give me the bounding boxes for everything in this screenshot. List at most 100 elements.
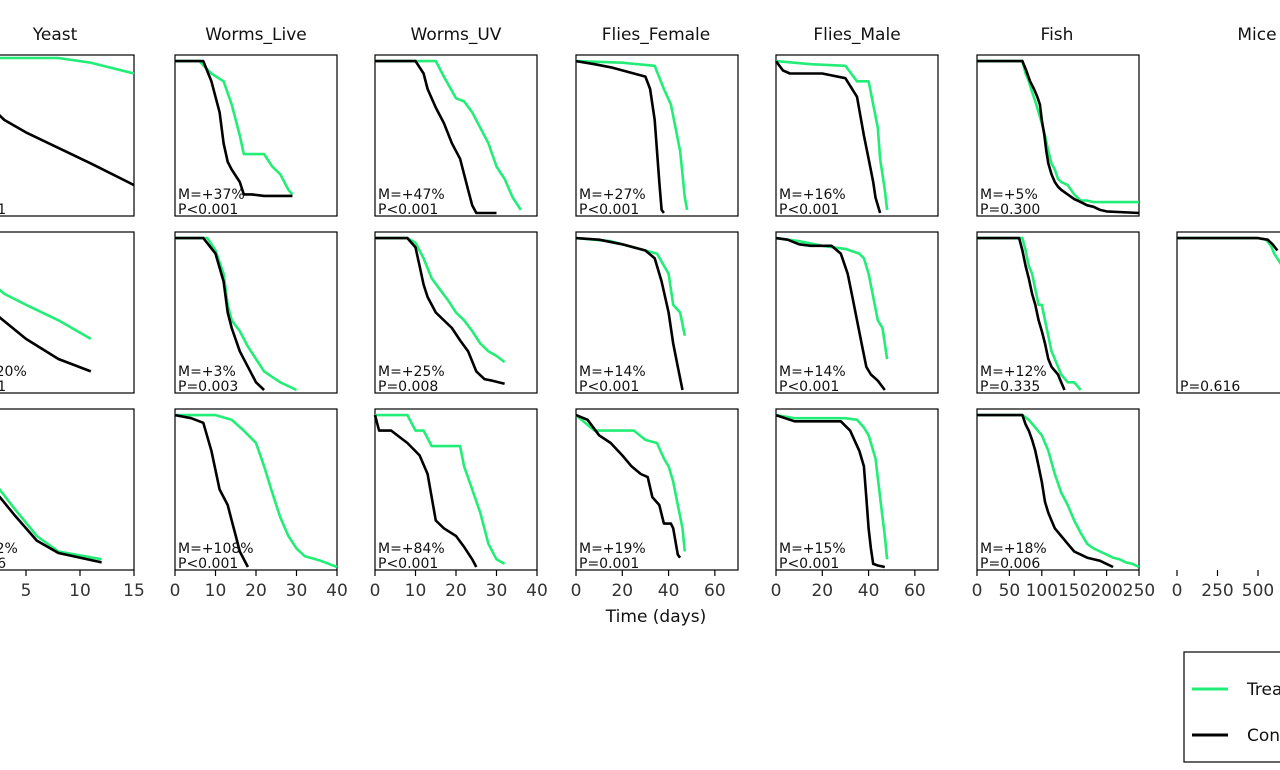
panel-frame-yeast-r2 (0, 408, 135, 571)
panel-frame-yeast-r0 (0, 54, 135, 217)
control-curve-flies-male-r1 (775, 236, 886, 391)
annotation-p-flies-female-r0: P<0.001 (579, 202, 639, 218)
treated-curve-flies-male-r1 (775, 236, 889, 360)
annotation-p-worms-uv-r0: P<0.001 (378, 202, 438, 218)
legend-box (1183, 651, 1280, 763)
control-curve-flies-male-r2 (775, 413, 886, 569)
x-tick-label-fish-50: 50 (999, 581, 1021, 601)
x-tick-label-fish-250: 250 (1123, 581, 1155, 601)
panel-frame-fish-r2 (976, 408, 1140, 571)
x-tick-label-worms_uv-20: 20 (445, 581, 467, 601)
annotation-m-flies-female-r1: M=+14% (579, 364, 646, 380)
annotation-p-flies-male-r0: P<0.001 (779, 202, 839, 218)
panel-frame-worms-live-r1 (174, 231, 338, 394)
legend-label-control: Con (1247, 726, 1280, 746)
x-tick-label-mice-500: 500 (1242, 581, 1274, 601)
x-tick-label-mice-0: 0 (1172, 581, 1183, 601)
annotation-m-flies-male-r1: M=+14% (779, 364, 846, 380)
x-tick-label-fish-150: 150 (1058, 581, 1090, 601)
treated-curve-fish-r2 (977, 413, 1140, 569)
annotation-p-fish-r1: P=0.335 (980, 379, 1040, 395)
annotation-p-fish-r0: P=0.300 (980, 202, 1040, 218)
column-title-yeast: Yeast (32, 25, 78, 45)
x-tick-label-worms_uv-30: 30 (486, 581, 508, 601)
annotation-m-flies-female-r0: M=+27% (579, 187, 646, 203)
treated-curve-fish-r0 (977, 59, 1139, 204)
column-title-flies-male: Flies_Male (813, 25, 900, 45)
control-curve-worms-uv-r1 (375, 236, 505, 386)
column-title-flies-female: Flies_Female (602, 25, 711, 45)
annotation-m-worms-live-r1: M=+3% (178, 364, 236, 380)
treated-curve-worms-uv-r0 (375, 59, 522, 211)
column-title-worms-uv: Worms_UV (411, 25, 502, 45)
column-title-fish: Fish (1041, 25, 1074, 45)
x-tick-label-worms_live-20: 20 (245, 581, 267, 601)
annotation-p-worms-uv-r2: P<0.001 (378, 556, 438, 572)
annotation-p-worms-uv-r1: P=0.008 (378, 379, 438, 395)
x-tick-label-flies_male-60: 60 (904, 581, 926, 601)
legend-label-treated: Trea (1246, 680, 1280, 700)
x-tick-label-fish-100: 100 (1026, 581, 1058, 601)
annotation-m-worms-live-r0: M=+37% (178, 187, 245, 203)
annotation-p-flies-male-r1: P<0.001 (779, 379, 839, 395)
treated-curve-worms-live-r1 (175, 236, 298, 392)
x-tick-label-worms_uv-0: 0 (370, 581, 381, 601)
panel-frame-fish-r0 (976, 54, 1140, 217)
panel-frame-flies-male-r2 (775, 408, 939, 571)
x-tick-label-yeast-10: 10 (69, 581, 91, 601)
x-tick-label-fish-0: 0 (972, 581, 983, 601)
annotation-p-fish-r2: P=0.006 (980, 556, 1040, 572)
annotation-p-flies-male-r2: P<0.001 (779, 556, 839, 572)
panel-frame-worms-uv-r0 (374, 54, 538, 217)
control-curve-fish-r0 (977, 59, 1140, 215)
column-title-mice: Mice (1237, 25, 1276, 45)
x-tick-label-worms_live-40: 40 (326, 581, 348, 601)
x-tick-label-worms_live-30: 30 (286, 581, 308, 601)
control-curve-flies-female-r0 (575, 59, 665, 214)
x-tick-label-worms_uv-40: 40 (526, 581, 548, 601)
panel-frame-worms-live-r0 (174, 54, 338, 217)
treated-curve-yeast-r1 (0, 288, 92, 341)
annotation-p-yeast-r1: .001 (0, 379, 6, 395)
x-tick-label-flies_male-20: 20 (811, 581, 833, 601)
x-tick-label-flies_male-40: 40 (858, 581, 880, 601)
treated-curve-flies-female-r0 (575, 59, 689, 211)
control-curve-mice-r1 (1177, 236, 1279, 252)
treated-curve-yeast-r2 (0, 487, 102, 561)
annotation-p-worms-live-r0: P<0.001 (178, 202, 238, 218)
control-curve-yeast-r0 (0, 113, 135, 187)
panel-frame-worms-uv-r1 (374, 231, 538, 394)
panel-frame-flies-male-r0 (775, 54, 939, 217)
x-tick-label-worms_live-10: 10 (205, 581, 227, 601)
x-tick-label-fish-200: 200 (1090, 581, 1122, 601)
annotation-p-yeast-r0: .001 (0, 202, 6, 218)
annotation-m-flies-female-r2: M=+19% (579, 541, 646, 557)
control-curve-flies-female-r2 (575, 413, 682, 559)
treated-curve-yeast-r0 (0, 56, 135, 75)
control-curve-worms-live-r0 (175, 59, 293, 198)
annotation-p-flies-female-r1: P<0.001 (579, 379, 639, 395)
control-curve-fish-r1 (977, 236, 1066, 391)
x-tick-label-yeast-15: 15 (123, 581, 145, 601)
x-tick-label-flies_female-40: 40 (658, 581, 680, 601)
annotation-m-fish-r1: M=+12% (980, 364, 1047, 380)
annotation-m-yeast-r2: +22% (0, 541, 18, 557)
x-tick-label-flies_female-20: 20 (611, 581, 633, 601)
x-tick-label-flies_female-0: 0 (571, 581, 582, 601)
control-curve-flies-female-r1 (575, 236, 684, 391)
x-axis-label: Time (days) (605, 607, 706, 627)
control-curve-worms-live-r2 (174, 413, 250, 568)
treated-curve-worms-live-r0 (175, 59, 294, 196)
treated-curve-worms-live-r2 (175, 413, 338, 569)
x-tick-label-flies_female-60: 60 (704, 581, 726, 601)
control-curve-worms-uv-r0 (375, 59, 497, 215)
control-curve-yeast-r1 (0, 316, 92, 373)
annotation-m-worms-uv-r0: M=+47% (378, 187, 445, 203)
panel-frame-flies-male-r1 (775, 231, 939, 394)
panel-frame-flies-female-r1 (575, 231, 739, 394)
annotation-m-yeast-r1: +120% (0, 364, 27, 380)
panel-frame-flies-female-r0 (575, 54, 739, 217)
control-curve-flies-male-r0 (774, 60, 882, 214)
control-curve-fish-r2 (977, 413, 1114, 569)
